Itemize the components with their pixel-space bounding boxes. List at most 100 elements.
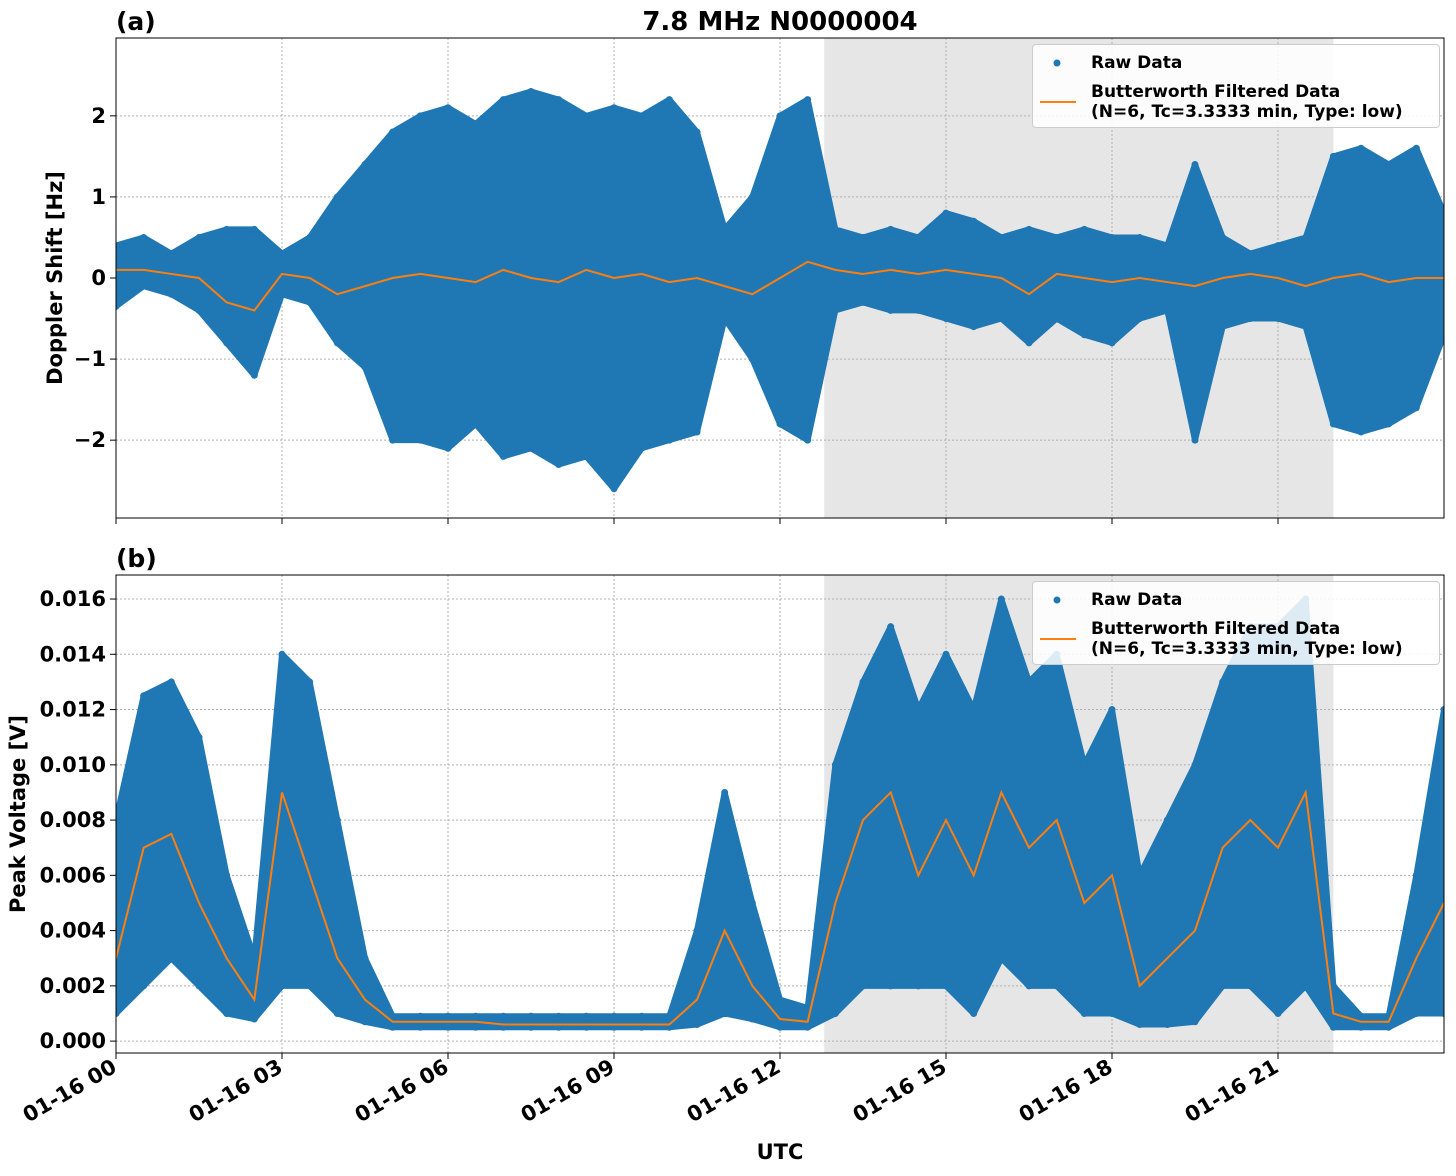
raw-point bbox=[499, 1023, 507, 1031]
raw-point bbox=[970, 323, 978, 331]
raw-point bbox=[693, 128, 701, 136]
raw-point bbox=[914, 706, 922, 714]
raw-point bbox=[472, 1023, 480, 1031]
raw-point bbox=[721, 1009, 729, 1017]
raw-point bbox=[776, 1023, 784, 1031]
raw-point bbox=[638, 1023, 646, 1031]
raw-point bbox=[665, 436, 673, 444]
raw-point bbox=[116, 1009, 120, 1017]
raw-point bbox=[195, 233, 203, 241]
raw-point bbox=[195, 306, 203, 314]
raw-range bbox=[116, 88, 1444, 492]
raw-point bbox=[748, 193, 756, 201]
raw-point bbox=[472, 120, 480, 128]
raw-point bbox=[831, 225, 839, 233]
raw-point bbox=[610, 485, 618, 493]
raw-point bbox=[1108, 1009, 1116, 1017]
raw-point bbox=[1163, 242, 1171, 250]
raw-point bbox=[167, 290, 175, 298]
y-tick-label: 0.000 bbox=[40, 1029, 106, 1053]
raw-point bbox=[1108, 339, 1116, 347]
raw-point bbox=[1053, 315, 1061, 323]
raw-point bbox=[250, 371, 258, 379]
legend: Raw Data Butterworth Filtered Data (N=6, … bbox=[1032, 581, 1440, 665]
raw-point bbox=[1329, 420, 1337, 428]
raw-point bbox=[610, 104, 618, 112]
raw-point bbox=[555, 1023, 563, 1031]
raw-point bbox=[416, 1023, 424, 1031]
raw-point bbox=[555, 460, 563, 468]
x-tick-label: 01-16 06 bbox=[351, 1055, 453, 1128]
raw-point bbox=[527, 88, 535, 96]
raw-point bbox=[1274, 315, 1282, 323]
raw-point bbox=[1025, 225, 1033, 233]
axes-frame bbox=[115, 37, 1445, 519]
raw-point bbox=[1219, 233, 1227, 241]
raw-point bbox=[997, 315, 1005, 323]
raw-point bbox=[361, 954, 369, 962]
raw-point bbox=[638, 444, 646, 452]
raw-point bbox=[665, 1023, 673, 1031]
raw-point bbox=[1219, 678, 1227, 686]
raw-point bbox=[997, 595, 1005, 603]
chart-title: 7.8 MHz N0000004 bbox=[642, 7, 917, 37]
raw-point bbox=[250, 225, 258, 233]
raw-point bbox=[1163, 306, 1171, 314]
raw-point bbox=[250, 1015, 258, 1023]
raw-point bbox=[140, 692, 148, 700]
raw-point bbox=[1136, 1021, 1144, 1029]
legend-keys bbox=[1040, 59, 1076, 103]
raw-point bbox=[804, 1023, 812, 1031]
raw-point bbox=[1412, 404, 1420, 412]
raw-point bbox=[1108, 706, 1116, 714]
raw-point bbox=[859, 678, 867, 686]
raw-point bbox=[665, 1012, 673, 1020]
y-tick-label: 0.008 bbox=[40, 808, 106, 832]
raw-point bbox=[306, 298, 314, 306]
raw-point bbox=[1440, 706, 1444, 714]
y-tick-label: 0.004 bbox=[40, 919, 106, 943]
raw-point bbox=[116, 816, 120, 824]
raw-point bbox=[278, 250, 286, 258]
raw-point bbox=[416, 1012, 424, 1020]
raw-point bbox=[278, 982, 286, 990]
raw-point bbox=[1025, 678, 1033, 686]
raw-point bbox=[1219, 323, 1227, 331]
raw-point bbox=[887, 306, 895, 314]
raw-point bbox=[250, 954, 258, 962]
raw-point bbox=[416, 436, 424, 444]
raw-point bbox=[167, 954, 175, 962]
legend-label: Butterworth Filtered Data (N=6, Tc=3.333… bbox=[1091, 619, 1403, 659]
raw-point bbox=[278, 650, 286, 658]
raw-point bbox=[444, 104, 452, 112]
raw-point bbox=[638, 1012, 646, 1020]
raw-point bbox=[942, 209, 950, 217]
raw-point bbox=[1219, 982, 1227, 990]
raw-point bbox=[859, 233, 867, 241]
raw-point bbox=[693, 1021, 701, 1029]
raw-point bbox=[223, 225, 231, 233]
raw-point bbox=[1329, 1023, 1337, 1031]
y-tick-label: −1 bbox=[74, 347, 106, 371]
raw-point bbox=[306, 233, 314, 241]
raw-point bbox=[1136, 871, 1144, 879]
raw-point bbox=[1025, 339, 1033, 347]
raw-point bbox=[361, 363, 369, 371]
raw-point bbox=[223, 871, 231, 879]
raw-point bbox=[140, 982, 148, 990]
raw-point bbox=[804, 1004, 812, 1012]
raw-point bbox=[361, 160, 369, 168]
legend-label: Raw Data bbox=[1091, 590, 1183, 610]
x-tick-label: 01-16 09 bbox=[517, 1055, 619, 1128]
raw-point bbox=[195, 982, 203, 990]
legend-label: Raw Data bbox=[1091, 53, 1183, 73]
y-tick-label: −2 bbox=[74, 428, 106, 452]
raw-point bbox=[776, 112, 784, 120]
raw-point bbox=[416, 112, 424, 120]
x-tick-label: 01-16 21 bbox=[1181, 1055, 1283, 1128]
raw-point bbox=[914, 982, 922, 990]
raw-point bbox=[361, 1018, 369, 1026]
panel-label: (a) bbox=[116, 7, 156, 36]
raw-point bbox=[1108, 233, 1116, 241]
raw-point bbox=[1163, 1021, 1171, 1029]
